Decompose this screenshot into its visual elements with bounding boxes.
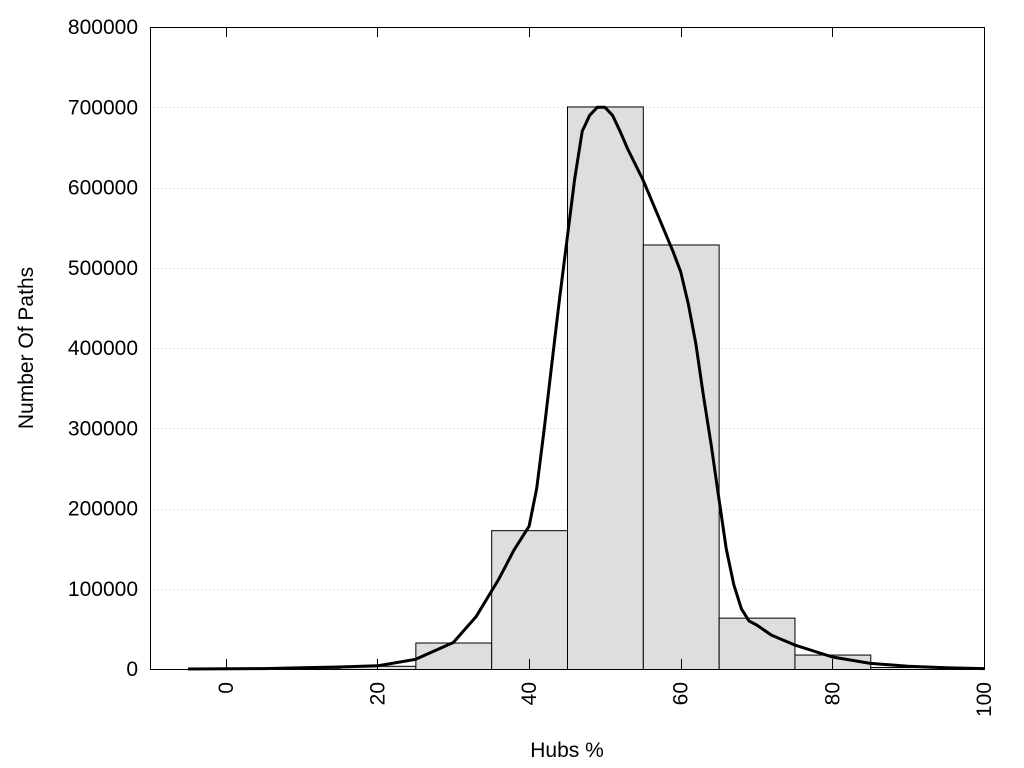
x-tick-label-0: 0 [215,682,238,694]
histogram-bars [187,106,948,671]
plot-frame [150,27,985,670]
gridlines [150,107,984,590]
x-tick-labels: 0 20 40 60 80 100 [215,682,996,717]
bar-50 [567,106,644,670]
y-tick-labels: 0 100000 200000 300000 400000 500000 600000 700… [68,16,138,681]
y-tick-label-800000: 800000 [68,16,138,39]
density-curve-layer [187,105,985,671]
bar-40 [491,530,569,670]
y-tick-label-0: 0 [126,658,138,681]
y-tick-label-400000: 400000 [68,337,138,360]
y-tick-label-500000: 500000 [68,257,138,280]
density-curve [187,105,985,671]
y-tick-label-100000: 100000 [68,578,138,601]
y-tick-label-700000: 700000 [68,96,138,119]
bar-30 [415,642,493,671]
x-tick-label-60: 60 [670,682,693,705]
x-axis-label: Hubs % [530,739,604,762]
x-tick-label-20: 20 [367,682,390,705]
axis-ticks [226,27,985,669]
x-tick-label-40: 40 [518,682,541,705]
x-tick-label-100: 100 [973,682,996,717]
y-axis-label: Number Of Paths [15,267,38,429]
y-tick-label-300000: 300000 [68,417,138,440]
bar-60 [642,244,720,670]
y-tick-label-200000: 200000 [68,498,138,521]
x-tick-label-80: 80 [821,682,844,705]
y-tick-label-600000: 600000 [68,177,138,200]
